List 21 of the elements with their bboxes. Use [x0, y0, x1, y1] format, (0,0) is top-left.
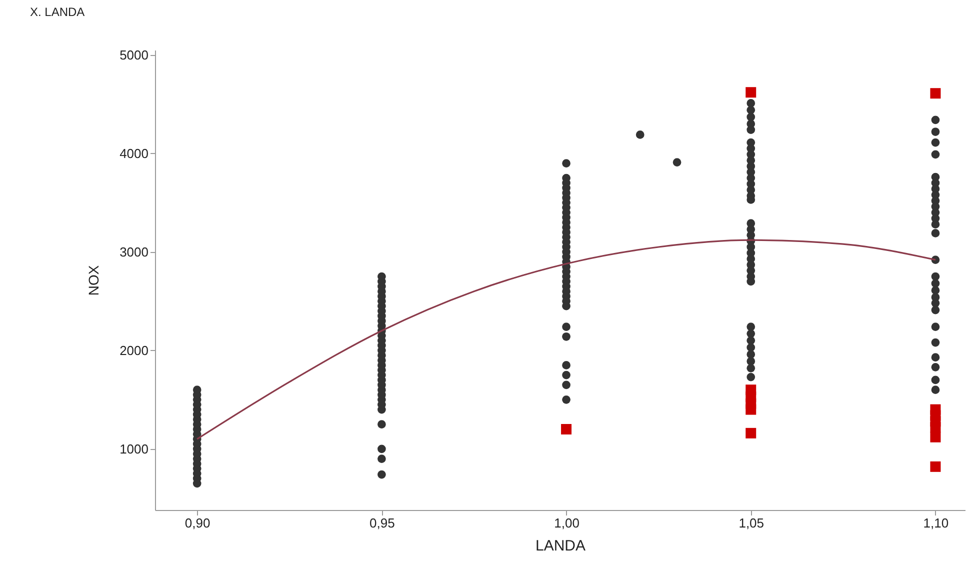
text: X. LANDA	[30, 4, 85, 19]
y-tick-label: 4000	[120, 146, 148, 161]
y-tick-label: 1000	[120, 441, 148, 456]
point	[930, 461, 941, 472]
point	[561, 424, 572, 434]
y-tick-label: 2000	[120, 342, 148, 358]
x-tick-label: 0,90	[184, 516, 210, 530]
point	[746, 428, 756, 438]
x-tick-label: 1,00	[554, 516, 580, 530]
x-tick-label: 1,05	[738, 516, 764, 530]
y-tick-label: 5000	[120, 47, 148, 62]
point	[746, 87, 756, 98]
x-axis-title: LANDA	[535, 538, 586, 554]
x-tick-label: 0,95	[370, 516, 395, 530]
x-tick-label: 1,10	[923, 516, 949, 530]
point	[930, 432, 941, 442]
point	[930, 422, 941, 433]
point	[746, 404, 756, 415]
point	[930, 88, 941, 99]
y-tick-label: 3000	[120, 244, 148, 260]
y-axis-title: NOX	[86, 264, 102, 296]
